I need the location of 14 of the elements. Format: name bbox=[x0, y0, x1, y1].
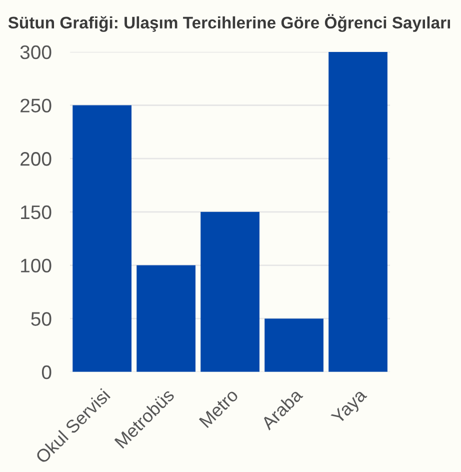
y-tick-label: 300 bbox=[20, 45, 52, 60]
bar bbox=[72, 105, 132, 372]
y-tick-label: 200 bbox=[20, 152, 52, 166]
y-tick-label: 100 bbox=[21, 258, 52, 272]
chart-title: Sütun Grafiği: Ulaşım Tercihlerine Göre Öğrenci Sayıları bbox=[8, 14, 450, 32]
bar bbox=[200, 212, 260, 372]
bar bbox=[136, 265, 196, 372]
y-tick-label: 50 bbox=[31, 312, 52, 326]
bar bbox=[264, 318, 324, 372]
y-tick-label: 0 bbox=[42, 365, 52, 380]
x-tick-label: Yaya bbox=[330, 388, 370, 427]
y-tick-label: 250 bbox=[20, 98, 52, 112]
y-tick-label: 150 bbox=[21, 205, 52, 220]
bar bbox=[328, 52, 388, 372]
